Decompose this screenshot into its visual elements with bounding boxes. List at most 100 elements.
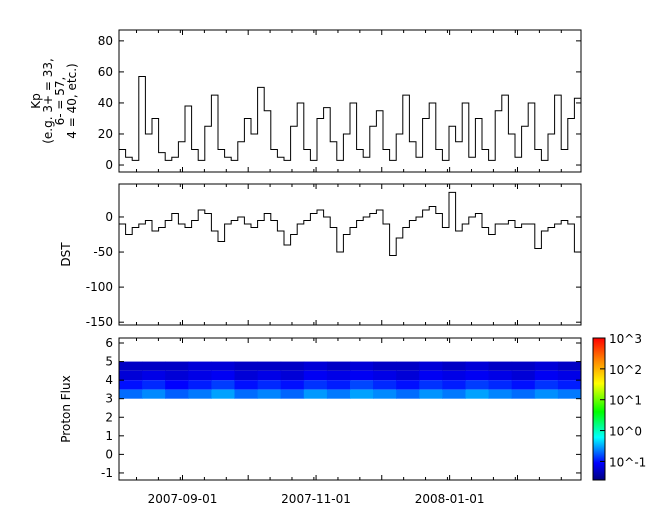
heatmap-cell: [442, 361, 466, 371]
heatmap-cell: [119, 370, 143, 381]
y-axis-label-line: 4 = 40, etc.): [65, 63, 79, 138]
heatmap-cell: [534, 370, 559, 381]
heatmap-cell: [465, 380, 490, 390]
heatmap-cell: [350, 389, 374, 399]
heatmap-cell: [188, 361, 212, 371]
heatmap-cell: [303, 389, 328, 399]
heatmap-cell: [350, 380, 374, 390]
plot-frame: [118, 183, 582, 326]
heatmap-cell: [326, 361, 351, 371]
y-tick-label: -150: [86, 315, 113, 329]
plot-frame: [118, 337, 582, 481]
y-tick-label: -100: [86, 280, 113, 294]
y-tick-label: 1: [105, 429, 113, 443]
heatmap-cell: [211, 370, 235, 381]
y-tick-label: -1: [101, 466, 113, 480]
y-tick-label: 60: [98, 65, 113, 79]
y-tick-label: 20: [98, 127, 113, 141]
y-axis-label-line: Kp: [29, 93, 43, 109]
heatmap-cell: [534, 389, 559, 399]
heatmap-cell: [488, 370, 513, 381]
heatmap-cell: [419, 380, 443, 390]
heatmap-cell: [396, 361, 420, 371]
heatmap-cell: [142, 380, 166, 390]
y-tick-label: 40: [98, 96, 113, 110]
heatmap-cell: [165, 380, 189, 390]
y-tick-label: 6: [105, 336, 113, 350]
heatmap-cell: [326, 389, 351, 399]
heatmap-cell: [511, 361, 536, 371]
heatmap-cell: [488, 389, 513, 399]
heatmap-cell: [234, 380, 259, 390]
y-tick-label: 0: [105, 210, 113, 224]
heatmap-cell: [211, 380, 235, 390]
heatmap-cell: [557, 389, 582, 399]
heatmap-cell: [511, 370, 536, 381]
heatmap-cell: [234, 389, 259, 399]
colorbar-tick-label: 10^2: [609, 363, 642, 377]
heatmap-cell: [442, 370, 466, 381]
heatmap-cell: [488, 380, 513, 390]
heatmap-cell: [257, 370, 282, 381]
heatmap-cell: [119, 361, 143, 371]
heatmap-cell: [280, 361, 305, 371]
y-tick-label: -50: [93, 245, 113, 259]
heatmap-cell: [257, 389, 282, 399]
heatmap-cell: [511, 380, 536, 390]
heatmap-cell: [557, 370, 582, 381]
heatmap-cell: [303, 380, 328, 390]
heatmap-cell: [373, 380, 397, 390]
heatmap-cell: [119, 380, 143, 390]
heatmap-cell: [165, 370, 189, 381]
y-tick-label: 0: [105, 447, 113, 461]
heatmap-cell: [280, 370, 305, 381]
heatmap-cell: [165, 389, 189, 399]
heatmap-cell: [234, 370, 259, 381]
colorbar-tick-label: 10^0: [609, 425, 642, 439]
heatmap-cell: [119, 389, 143, 399]
heatmap-cell: [257, 361, 282, 371]
heatmap-cell: [303, 370, 328, 381]
heatmap-cell: [211, 389, 235, 399]
heatmap-cell: [188, 370, 212, 381]
heatmap-cell: [557, 380, 582, 390]
heatmap-cell: [419, 389, 443, 399]
heatmap-cell: [211, 361, 235, 371]
heatmap-cell: [396, 389, 420, 399]
y-axis-label: Proton Flux: [59, 375, 73, 442]
heatmap-cell: [350, 370, 374, 381]
heatmap-cell: [465, 370, 490, 381]
x-tick-label: 2008-01-01: [415, 492, 485, 506]
heatmap-cell: [326, 370, 351, 381]
heatmap-cell: [257, 380, 282, 390]
x-tick-label: 2007-09-01: [148, 492, 218, 506]
heatmap-cell: [326, 380, 351, 390]
y-axis-label: DST: [59, 242, 73, 267]
heatmap-cell: [511, 389, 536, 399]
heatmap-cell: [165, 361, 189, 371]
heatmap-cell: [419, 370, 443, 381]
heatmap-cell: [280, 380, 305, 390]
heatmap-cell: [373, 370, 397, 381]
y-axis-label-line: DST: [59, 242, 73, 267]
colorbar-tick-label: 10^-1: [609, 455, 646, 469]
heatmap-cell: [534, 361, 559, 371]
y-axis-label: Kp(e.g. 3+ = 33,6- = 57,4 = 40, etc.): [29, 58, 79, 144]
heatmap-cell: [442, 380, 466, 390]
heatmap-cell: [234, 361, 259, 371]
heatmap-cell: [142, 361, 166, 371]
colorbar-tick-label: 10^3: [609, 332, 642, 346]
y-tick-label: 3: [105, 392, 113, 406]
y-axis-label-line: 6- = 57,: [53, 77, 67, 126]
x-tick-label: 2007-11-01: [281, 492, 351, 506]
heatmap-cell: [373, 389, 397, 399]
heatmap-cell: [442, 389, 466, 399]
heatmap-cell: [534, 380, 559, 390]
y-axis-label-line: Proton Flux: [59, 375, 73, 442]
heatmap-cell: [142, 389, 166, 399]
colorbar-tick-label: 10^1: [609, 394, 642, 408]
heatmap-cell: [557, 361, 582, 371]
y-tick-label: 4: [105, 373, 113, 387]
series-line: [119, 76, 581, 161]
